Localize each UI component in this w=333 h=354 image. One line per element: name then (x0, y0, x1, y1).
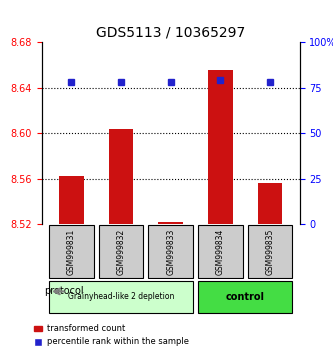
FancyBboxPatch shape (248, 225, 292, 278)
FancyBboxPatch shape (49, 225, 94, 278)
Text: control: control (225, 292, 265, 302)
FancyBboxPatch shape (49, 280, 193, 313)
Bar (59, 177, 84, 224)
Bar (109, 129, 134, 224)
Legend: transformed count, percentile rank within the sample: transformed count, percentile rank withi… (31, 321, 192, 350)
Text: GSM999834: GSM999834 (216, 228, 225, 275)
Text: protocol: protocol (44, 286, 84, 296)
Title: GDS5113 / 10365297: GDS5113 / 10365297 (96, 26, 245, 40)
FancyBboxPatch shape (198, 280, 292, 313)
Text: GSM999832: GSM999832 (117, 228, 126, 275)
Bar (158, 222, 183, 224)
FancyBboxPatch shape (198, 225, 243, 278)
FancyBboxPatch shape (99, 225, 144, 278)
Text: GSM999831: GSM999831 (67, 228, 76, 275)
Bar (257, 183, 282, 224)
Bar (208, 70, 233, 224)
Text: Grainyhead-like 2 depletion: Grainyhead-like 2 depletion (68, 292, 174, 301)
FancyBboxPatch shape (148, 225, 193, 278)
Text: GSM999833: GSM999833 (166, 228, 175, 275)
Text: GSM999835: GSM999835 (265, 228, 274, 275)
